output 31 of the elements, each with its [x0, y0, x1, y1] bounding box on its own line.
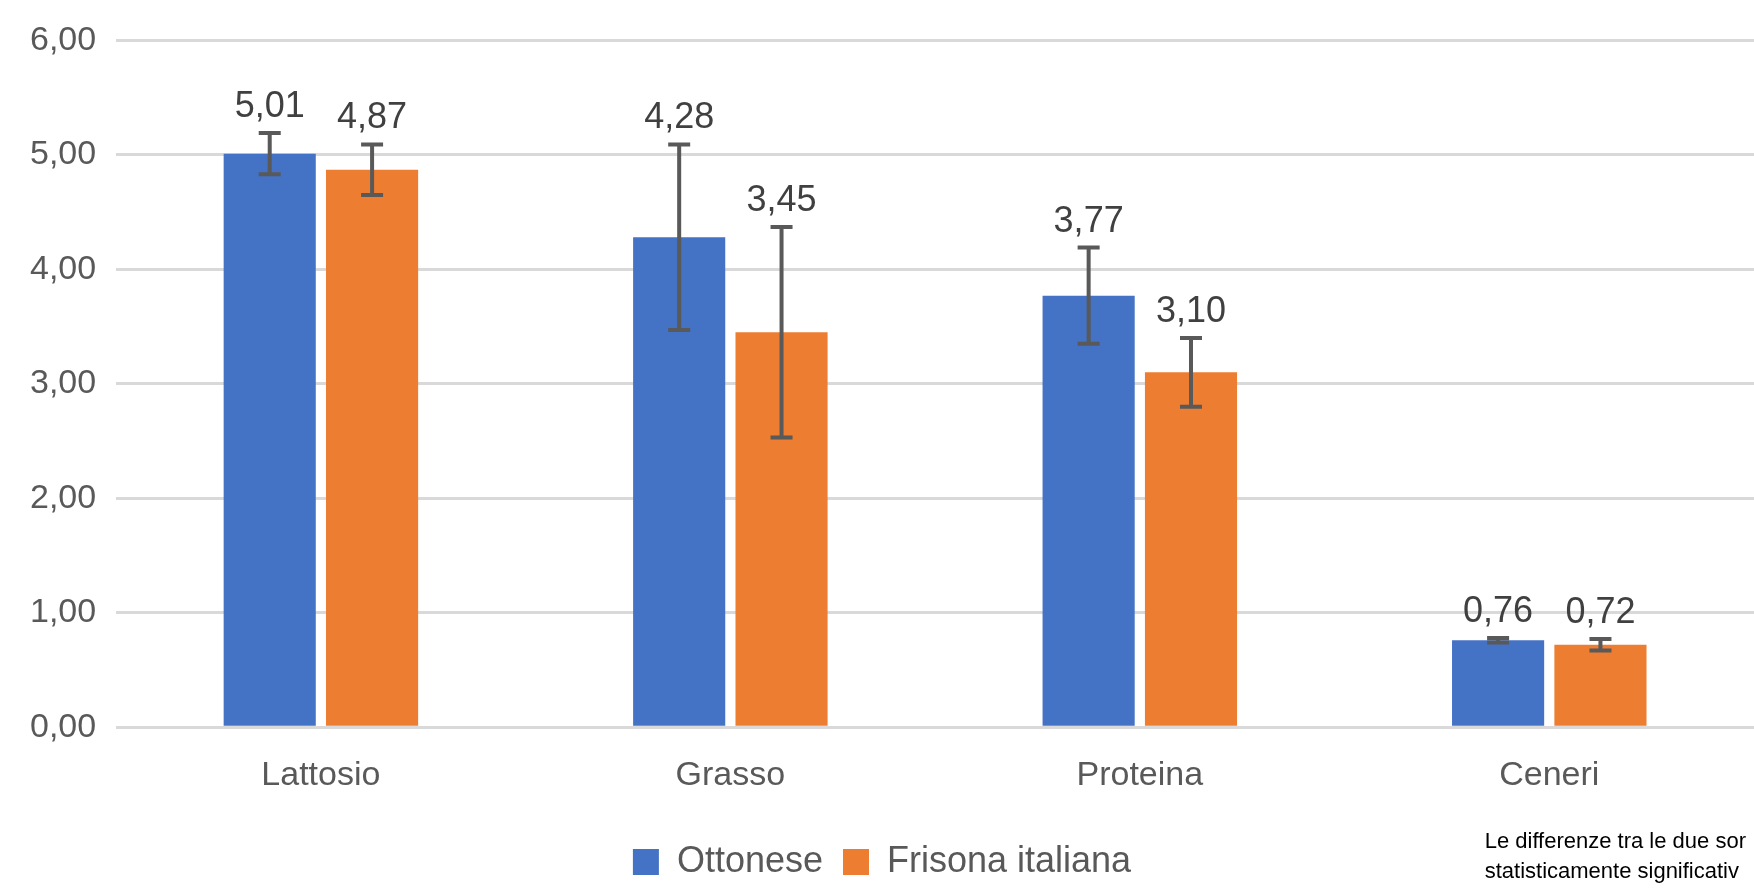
x-tick-label: Grasso — [675, 753, 786, 792]
y-tick-label: 5,00 — [29, 133, 97, 172]
bar — [1452, 640, 1545, 726]
data-label: 3,10 — [1155, 288, 1227, 330]
bar — [1042, 295, 1135, 726]
data-label: 4,28 — [644, 95, 715, 137]
data-label: 5,01 — [234, 84, 305, 126]
bar — [223, 153, 316, 726]
legend-label: Ottonese — [676, 838, 823, 880]
text: statisticamente significativ — [1484, 857, 1740, 885]
data-label: 3,45 — [746, 177, 817, 219]
x-tick-label: Ceneri — [1499, 753, 1600, 792]
y-tick-label: 3,00 — [29, 362, 97, 401]
bar — [1554, 644, 1647, 726]
y-tick-label: 2,00 — [29, 476, 97, 515]
bar — [633, 237, 726, 726]
data-label: 3,77 — [1053, 198, 1124, 240]
y-tick-label: 1,00 — [29, 591, 97, 630]
bar — [1144, 372, 1238, 726]
y-tick-label: 4,00 — [29, 247, 97, 286]
x-tick-label: Lattosio — [261, 753, 381, 792]
data-label: 0,72 — [1565, 589, 1636, 631]
data-label: 0,76 — [1463, 588, 1534, 630]
y-tick-label: 6,00 — [29, 18, 97, 57]
data-label: 4,87 — [337, 95, 408, 137]
y-tick-label: 0,00 — [29, 705, 97, 744]
text: Le differenze tra le due sor — [1484, 827, 1746, 855]
bar — [326, 169, 419, 726]
legend-label: Frisona italiana — [886, 838, 1133, 880]
x-tick-label: Proteina — [1076, 753, 1204, 792]
bar — [735, 332, 828, 726]
